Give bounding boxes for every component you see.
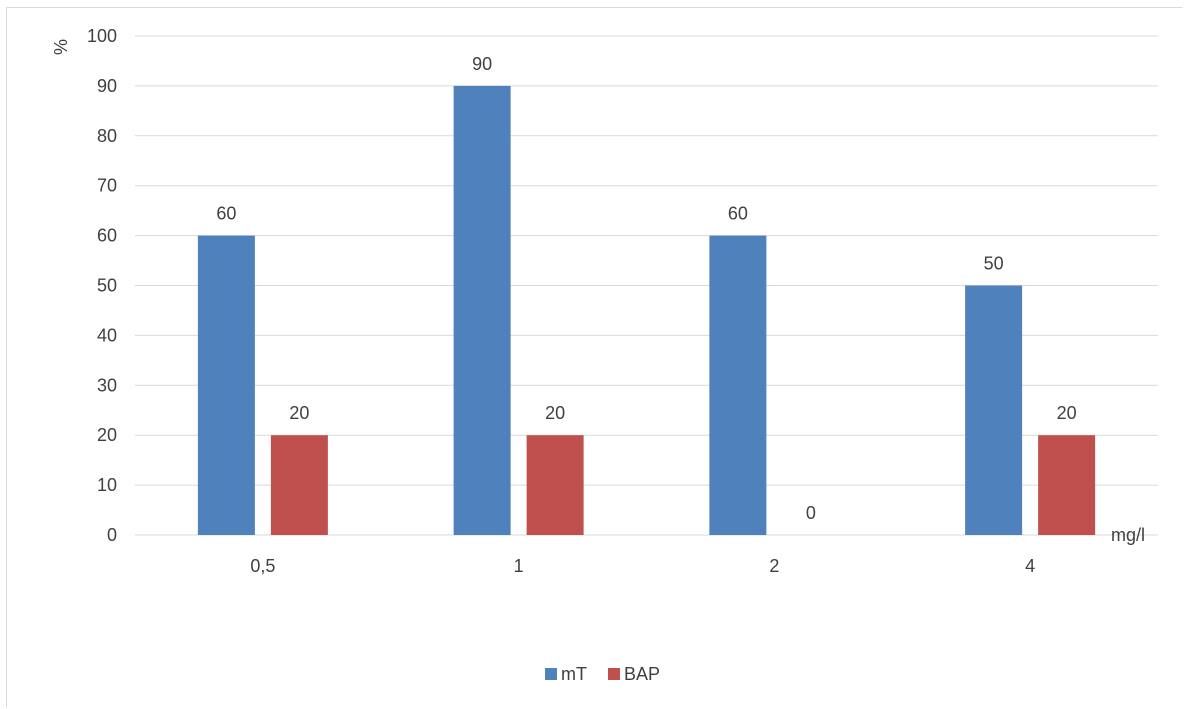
- y-tick-label: 90: [97, 76, 117, 96]
- bar-mt-3: [965, 285, 1023, 535]
- data-label: 20: [545, 403, 565, 423]
- x-tick-label: 4: [1025, 556, 1035, 576]
- legend-label-bap: BAP: [624, 664, 660, 684]
- y-tick-label: 30: [97, 375, 117, 395]
- legend-swatch-mt: [545, 668, 557, 680]
- x-axis-label: mg/l: [1111, 525, 1145, 545]
- legend: mT BAP: [545, 664, 660, 684]
- y-tick-label: 60: [97, 226, 117, 246]
- bar-bap-3: [1038, 435, 1096, 535]
- y-axis-label: %: [51, 39, 71, 55]
- data-label: 90: [472, 54, 492, 74]
- y-tick-labels: 0 10 20 30 40 50 60 70 80 90 100: [87, 26, 117, 545]
- data-labels: 60 20 90 20 60 0 50 20: [216, 54, 1076, 523]
- y-tick-label: 50: [97, 276, 117, 296]
- data-label: 60: [728, 204, 748, 224]
- data-label: 20: [289, 403, 309, 423]
- bar-mt-0: [197, 235, 255, 535]
- bar-mt-2: [709, 235, 767, 535]
- y-tick-label: 40: [97, 325, 117, 345]
- y-tick-label: 20: [97, 425, 117, 445]
- chart-frame: [6, 7, 1182, 707]
- bar-mt-1: [453, 85, 511, 536]
- y-tick-label: 10: [97, 475, 117, 495]
- legend-swatch-bap: [608, 668, 620, 680]
- x-tick-labels: 0,5 1 2 4: [250, 556, 1035, 576]
- bar-bap-1: [526, 435, 584, 535]
- bars: [197, 85, 1096, 536]
- bar-bap-0: [270, 435, 328, 535]
- y-tick-label: 80: [97, 126, 117, 146]
- data-label: 20: [1057, 403, 1077, 423]
- x-tick-label: 2: [769, 556, 779, 576]
- x-tick-label: 1: [514, 556, 524, 576]
- x-tick-label: 0,5: [250, 556, 275, 576]
- data-label: 60: [216, 204, 236, 224]
- y-tick-label: 100: [87, 26, 117, 46]
- data-label: 50: [984, 254, 1004, 274]
- y-tick-label: 70: [97, 176, 117, 196]
- legend-label-mt: mT: [561, 664, 587, 684]
- data-label: 0: [806, 503, 816, 523]
- y-tick-label: 0: [107, 525, 117, 545]
